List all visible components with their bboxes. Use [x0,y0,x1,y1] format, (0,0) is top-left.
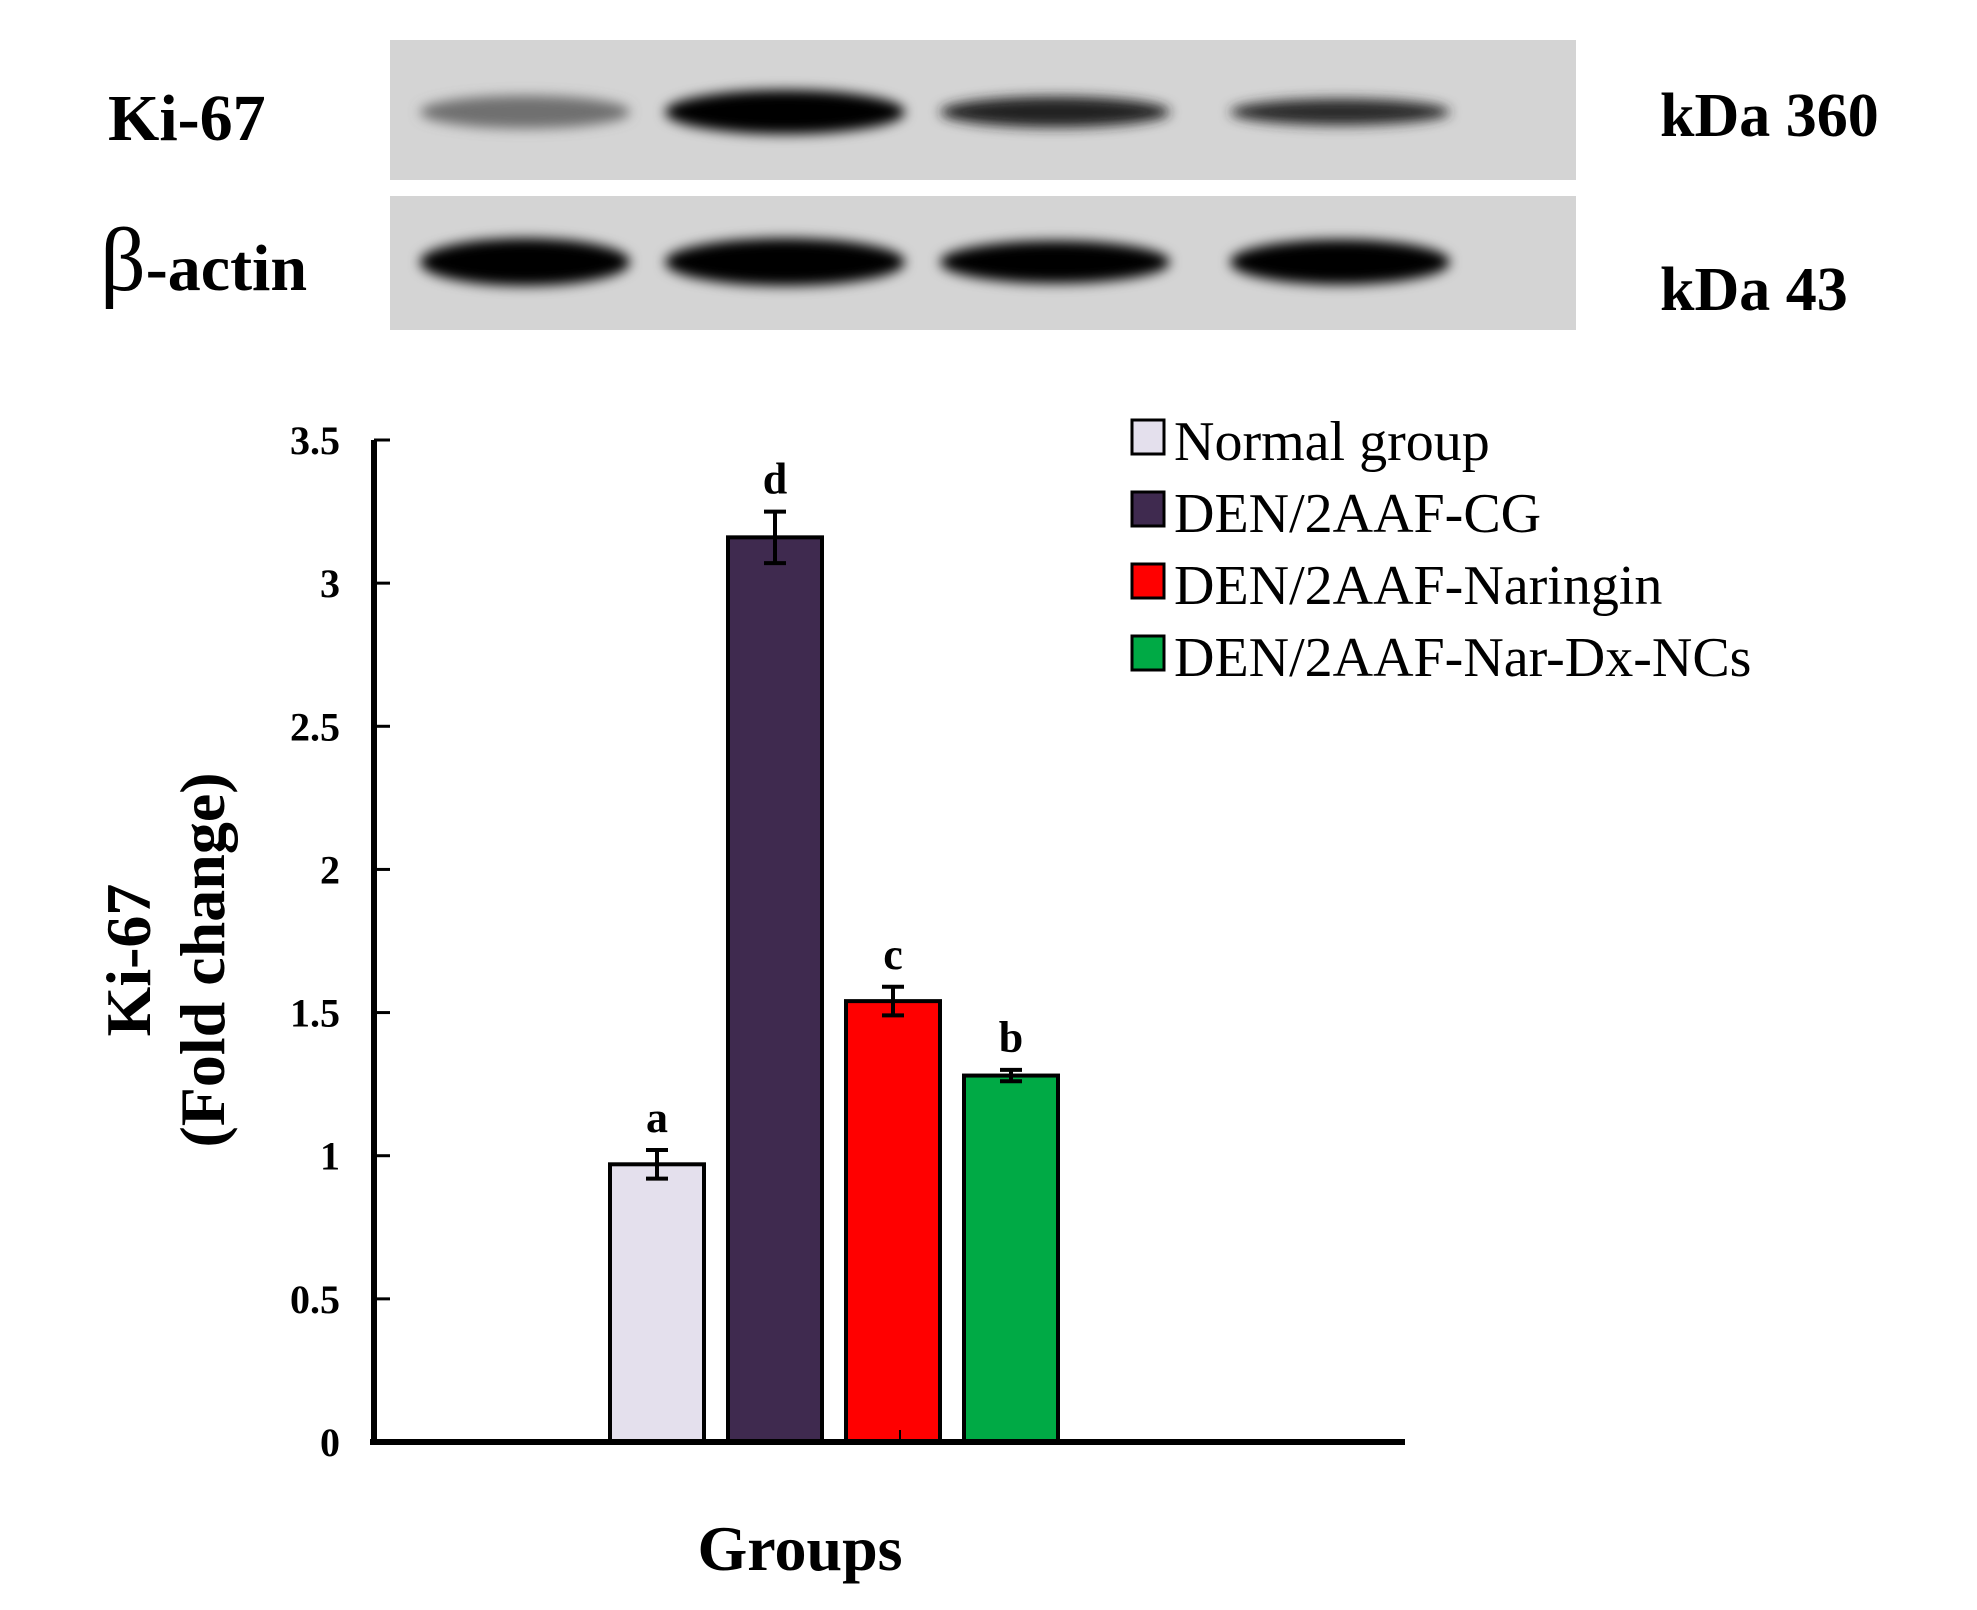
legend-label-1: Normal group [1174,411,1490,473]
beta-symbol: β [100,211,146,310]
legend-swatch-1 [1130,418,1166,456]
x-axis-title: Groups [697,1513,902,1584]
y-tick-label-4: 2 [320,847,340,892]
bars: a d c b [608,455,1060,1445]
ki67-blot-label: Ki-67 [108,82,266,155]
significance-letter-4: b [999,1013,1023,1062]
legend-swatch-3 [1130,562,1166,600]
y-tick-label-6: 3 [320,561,340,606]
beta-actin-blot-label: β-actin [100,211,307,310]
ki67-band-3 [940,96,1170,128]
y-tick-label-0: 0 [320,1420,340,1465]
legend-label-4: DEN/2AAF-Nar-Dx-NCs [1174,627,1751,689]
y-axis-ticks: 0 0.5 1 1.5 2 2.5 3 3.5 [290,418,390,1465]
legend-label-3: DEN/2AAF-Naringin [1174,555,1662,617]
bar-2 [726,535,824,1444]
beta-actin-band-3 [940,240,1170,284]
ki67-bands [420,90,1450,134]
y-tick-label-2: 1 [320,1134,340,1179]
ki67-band-4 [1230,98,1450,126]
bar-1 [608,1162,706,1444]
beta-actin-band-1 [420,238,630,286]
significance-letter-1: a [646,1093,668,1142]
y-axis-title-line1: Ki-67 [93,884,164,1037]
ki67-band-2 [665,90,905,134]
significance-letter-3: c [883,930,903,979]
legend-label-2: DEN/2AAF-CG [1174,483,1541,545]
beta-actin-kda-label: kDa 43 [1660,256,1848,324]
y-axis-title-line2: (Fold change) [167,772,238,1147]
ki67-band-1 [420,95,630,129]
beta-actin-band-4 [1230,239,1450,285]
legend-swatch-2 [1130,490,1166,528]
legend: Normal group DEN/2AAF-CG DEN/2AAF-Naringin… [1130,411,1751,689]
bar-4 [962,1073,1060,1445]
actin-text: -actin [146,232,307,305]
y-tick-label-3: 1.5 [290,991,340,1036]
ki67-kda-label: kDa 360 [1660,82,1879,150]
significance-letter-2: d [763,455,787,504]
y-tick-label-7: 3.5 [290,418,340,463]
y-axis-title: Ki-67(Fold change) [93,772,238,1147]
bar-chart: 0 0.5 1 1.5 2 2.5 3 3.5 a d c b Ki-67(Fold change)… [93,411,1751,1584]
y-tick-label-5: 2.5 [290,704,340,749]
western-blot: Ki-67 kDa 360 β-actin kDa 43 [100,40,1879,330]
beta-actin-bands [420,238,1450,286]
y-tick-label-1: 0.5 [290,1277,340,1322]
bar-3 [844,999,942,1444]
beta-actin-band-2 [665,238,905,286]
legend-swatch-4 [1130,634,1166,672]
